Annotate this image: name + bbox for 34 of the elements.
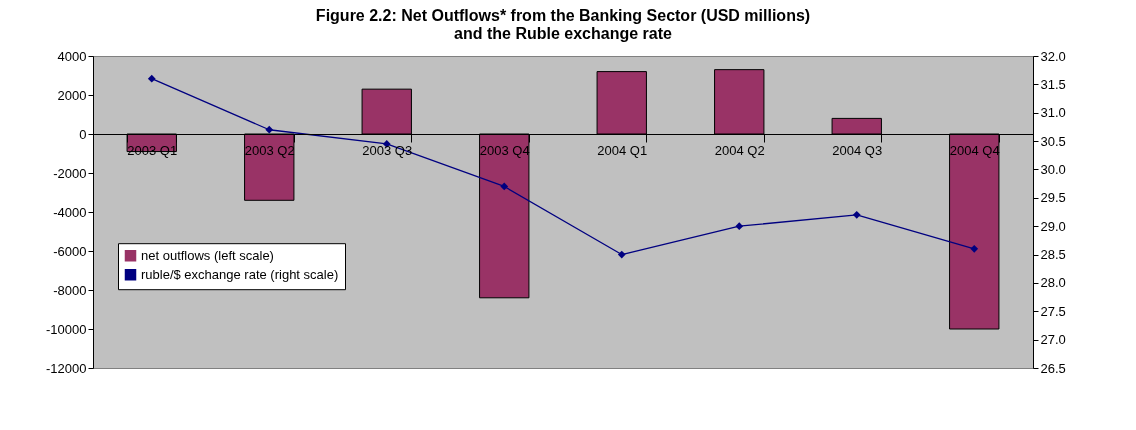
y-tick-label: -6000 [53,243,87,259]
y-tick-label: -2000 [53,165,87,181]
x-tick-label: 2004 Q2 [714,142,765,158]
y-tick-label: -4000 [53,204,87,220]
point [265,125,274,134]
point [735,222,744,231]
y2-tick-label: 28.0 [1040,275,1066,291]
y-tick-label: -8000 [53,282,87,298]
y-tick-label: -10000 [46,321,87,337]
y2-tick-label: 31.0 [1040,105,1066,121]
point [147,74,156,83]
point [970,245,979,253]
y2-tick-label: 31.5 [1040,76,1066,92]
legend-label: ruble/$ exchange rate (right scale) [141,266,339,282]
y2-tick-label: 26.5 [1040,360,1066,376]
y2-tick-label: 30.0 [1040,161,1066,177]
y2-tick-label: 27.0 [1040,332,1066,348]
y2-tick-label: 29.5 [1040,190,1066,206]
x-tick-label: 2004 Q3 [832,142,883,158]
point [500,182,509,191]
y2-tick-label: 28.5 [1040,247,1066,263]
x-tick-label: 2004 Q1 [597,142,648,158]
point [617,250,626,259]
y-tick-label: 4000 [57,48,87,64]
y2-tick-label: 29.0 [1040,218,1066,234]
point [852,210,861,219]
y2-tick-label: 30.5 [1040,133,1066,149]
y2-tick-label: 27.5 [1040,303,1066,319]
y-tick-label: -12000 [46,360,87,376]
y2-tick-label: 32.0 [1040,48,1066,64]
chart-title: Figure 2.2: Net Outflows* from the Banking Sector (USD millions) and the Ruble exchange rate [315,7,811,42]
y-tick-label: 2000 [57,87,87,103]
y-tick-label: 0 [79,126,87,142]
legend-label: net outflows (left scale) [141,247,274,263]
